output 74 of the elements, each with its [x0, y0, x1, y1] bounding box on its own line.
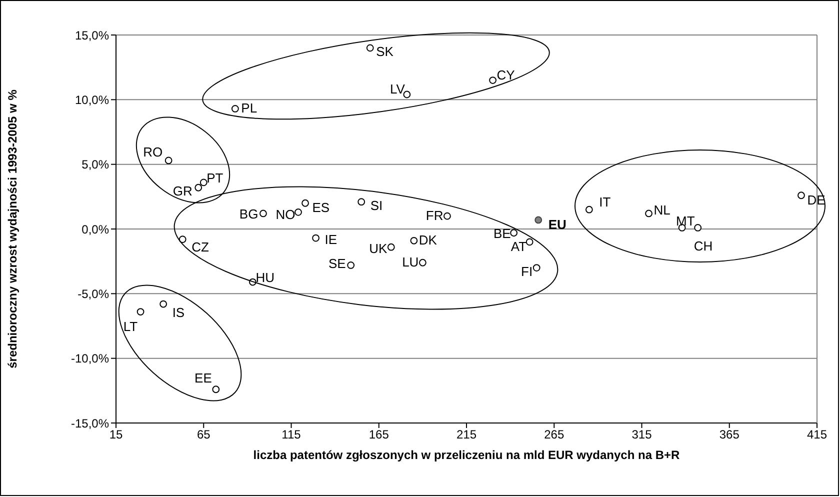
annotation: BE [493, 226, 512, 241]
point [160, 300, 168, 308]
point [164, 156, 172, 164]
point [585, 206, 593, 214]
x-tick-label: 315 [632, 428, 652, 442]
point [532, 264, 540, 272]
y-tick-label: 0,0% [82, 222, 110, 236]
point [294, 208, 302, 216]
annotation: FI [521, 264, 533, 279]
x-tick-label: 415 [806, 428, 828, 442]
point [358, 198, 366, 206]
annotation: PL [241, 100, 258, 116]
point [194, 184, 202, 192]
point [136, 308, 144, 316]
point [534, 216, 542, 224]
x-tick-label: 215 [456, 428, 477, 442]
annotation: PT [206, 170, 224, 186]
annotation: ES [312, 200, 330, 216]
annotation: CY [496, 67, 516, 82]
annotation: SK [376, 44, 394, 59]
point [418, 258, 426, 266]
x-tick-label: 115 [282, 428, 302, 442]
annotation: UK [369, 241, 388, 256]
y-tick-label: 10,0% [74, 92, 110, 107]
annotation: MT [676, 214, 695, 229]
point [526, 238, 534, 246]
annotation: RO [143, 144, 163, 160]
point [347, 262, 355, 269]
point [444, 212, 451, 220]
x-tick-label: 165 [368, 428, 390, 442]
y-tick-label: 15,0% [74, 28, 110, 42]
y-tick-label: -5,0% [78, 286, 110, 301]
annotation: LU [402, 254, 419, 270]
annotation: NO [276, 207, 296, 222]
point [694, 224, 702, 232]
point [510, 229, 518, 237]
annotation: CZ [192, 239, 209, 254]
point [645, 210, 652, 218]
point [178, 236, 186, 244]
annotation: IS [172, 305, 185, 320]
point [387, 243, 395, 251]
annotation: IT [599, 194, 611, 210]
annotation: FR [426, 208, 444, 224]
point [302, 199, 309, 207]
annotation: NL [654, 202, 670, 218]
point [312, 234, 320, 242]
y-axis-title: średnioroczny wzrost wydajności 1993-2005 w % [5, 89, 20, 368]
point [212, 386, 220, 394]
annotation: EE [194, 370, 212, 386]
annotation: DK [418, 232, 438, 248]
annotation: SI [370, 198, 383, 213]
x-tick-label: 265 [544, 428, 564, 442]
y-tick-label: 5,0% [82, 158, 110, 172]
annotation: LT [123, 318, 138, 334]
x-tick-label: 65 [196, 428, 211, 442]
annotation: DE [807, 192, 826, 208]
point [200, 178, 208, 186]
y-tick-label: -10,0% [70, 352, 110, 366]
annotation: IE [324, 232, 338, 248]
point [798, 192, 805, 200]
point [410, 236, 418, 244]
x-tick-label: 365 [719, 428, 740, 442]
annotation: GR [172, 184, 192, 199]
annotation: HU [256, 270, 274, 286]
annotation: BG [239, 206, 258, 222]
annotation: AT [510, 238, 527, 254]
annotation: CH [694, 238, 713, 254]
annotation: EU [548, 216, 566, 232]
annotation: SE [328, 256, 346, 272]
x-axis-title: liczba patentów zgłoszonych w przeliczeniu na mld EUR wydanych na B+R [253, 448, 680, 462]
point [260, 210, 267, 218]
annotation: LV [390, 81, 406, 96]
y-tick-label: -15,0% [70, 416, 110, 430]
x-tick-label: 15 [109, 428, 123, 442]
